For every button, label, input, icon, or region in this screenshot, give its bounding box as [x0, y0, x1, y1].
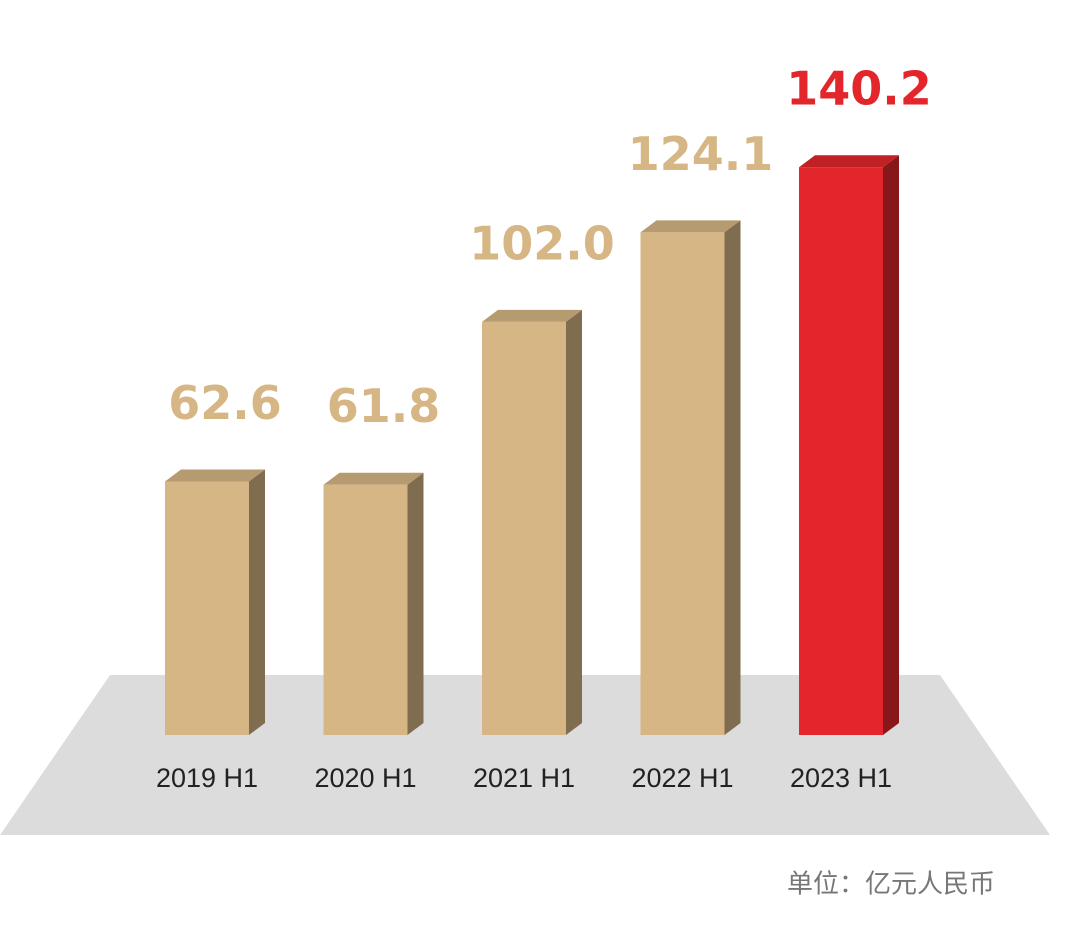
bar-top [323, 472, 424, 485]
bar-top [165, 469, 265, 482]
x-tick-label: 2021 H1 [473, 763, 575, 793]
bar-side [566, 309, 582, 735]
bar [482, 321, 566, 735]
x-tick-label: 2023 H1 [790, 763, 892, 793]
unit-note: 单位：亿元人民币 [787, 870, 995, 900]
x-tick-label: 2019 H1 [156, 763, 258, 793]
bar-side [249, 469, 265, 735]
value-label: 140.2 [786, 62, 932, 116]
bar-top [482, 309, 582, 322]
value-label: 102.0 [469, 216, 615, 270]
value-label: 62.6 [168, 376, 282, 430]
x-tick-label: 2020 H1 [314, 763, 416, 793]
bar [165, 481, 249, 735]
bar [799, 167, 883, 735]
bar-top [799, 155, 899, 168]
bar [323, 484, 408, 735]
bar-side [883, 155, 899, 735]
value-label: 124.1 [628, 127, 774, 181]
bar-top [640, 220, 741, 233]
value-label: 61.8 [327, 379, 441, 433]
bar [640, 232, 725, 735]
x-tick-label: 2022 H1 [631, 763, 733, 793]
bar-side [724, 220, 741, 735]
bar-side [407, 472, 424, 735]
